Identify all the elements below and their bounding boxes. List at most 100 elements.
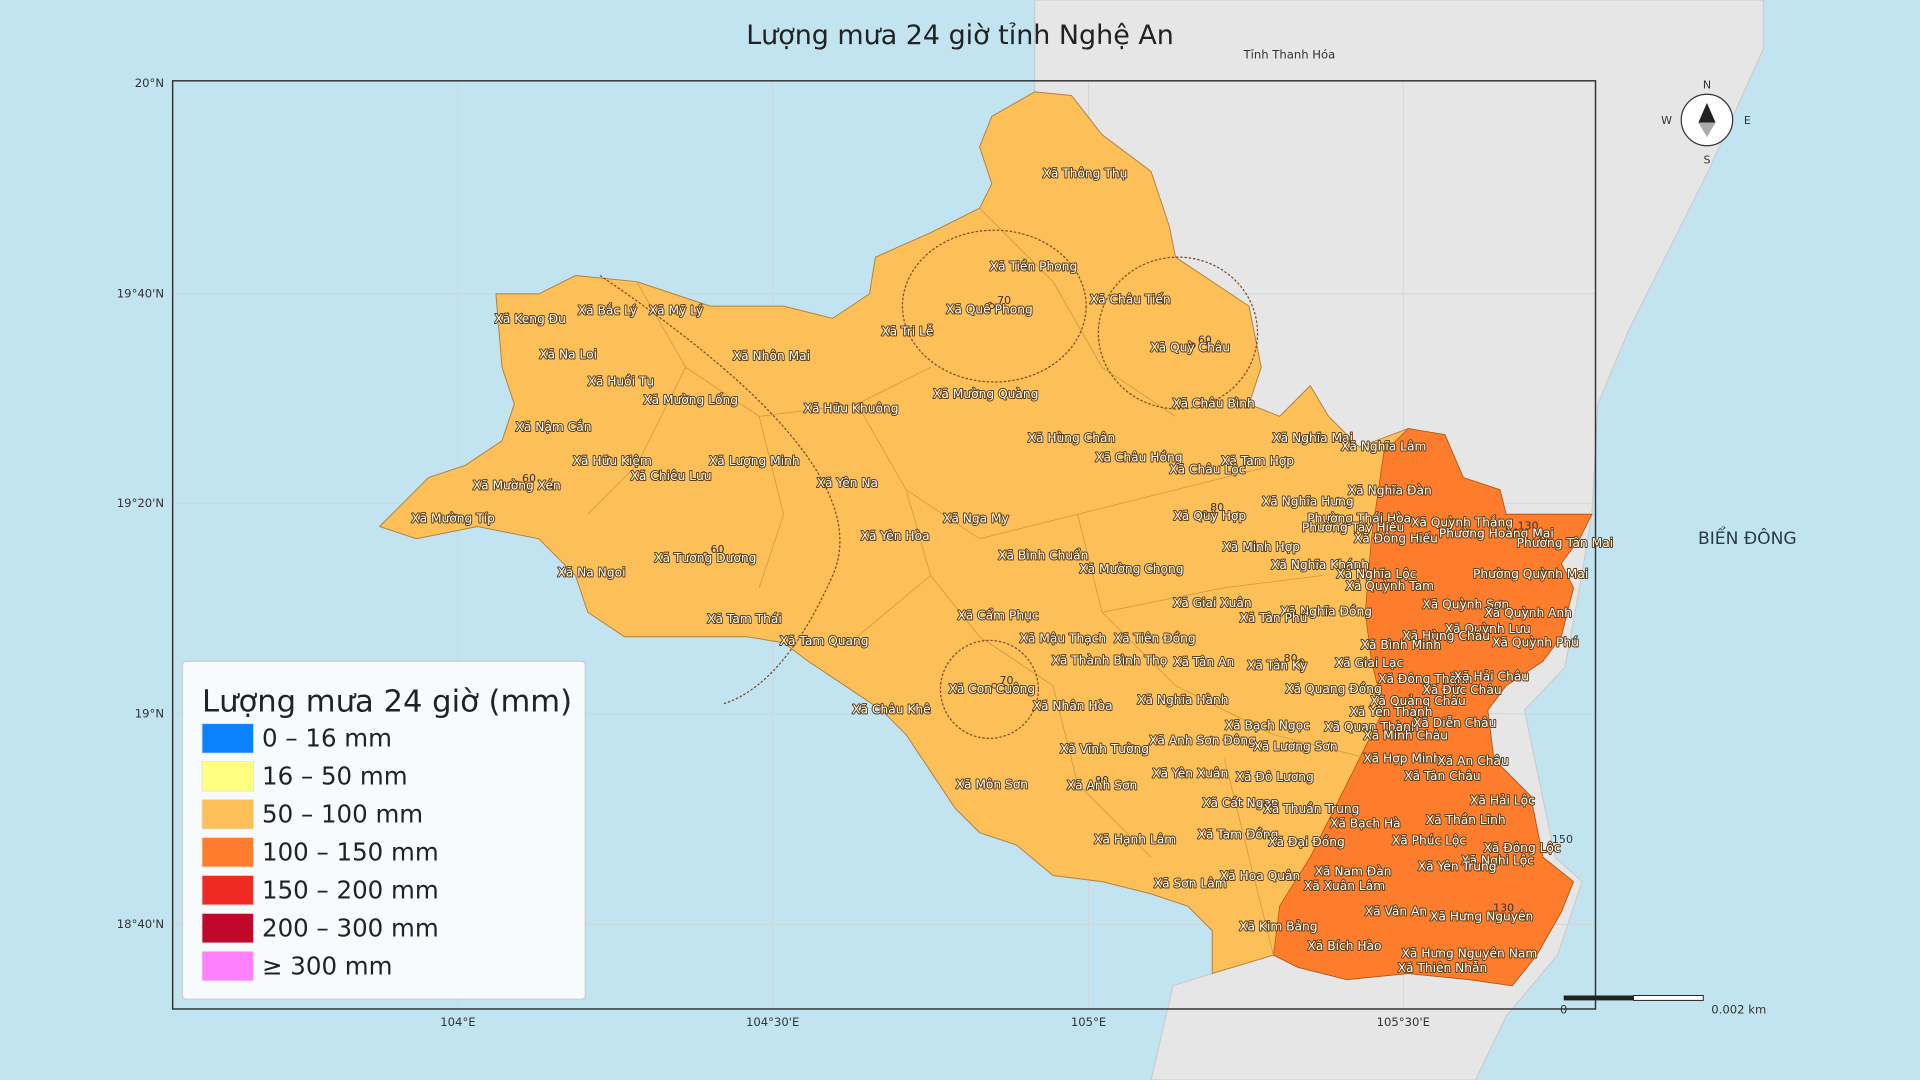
place-label: Xã Nghĩa Hưng <box>1262 495 1354 509</box>
province-rain-50-100 <box>378 91 1593 987</box>
place-label: Xã Nghĩa Lộc <box>1336 567 1416 581</box>
longitude-label: 105°30'E <box>1377 1015 1430 1029</box>
place-label: Xã Sơn Lâm <box>1154 877 1227 891</box>
place-label: Xã Giai Lạc <box>1335 656 1403 670</box>
sea-label: BIỂN ĐÔNG <box>1698 525 1797 549</box>
place-label: Xã Minh Châu <box>1363 728 1448 742</box>
place-label: Xã Đông Lộc <box>1483 841 1560 855</box>
place-label: Xã Diễn Châu <box>1413 716 1496 730</box>
isohyet-point <box>1189 342 1196 349</box>
isohyet-label: 150 <box>1552 833 1573 846</box>
isohyet-point <box>991 682 998 689</box>
place-label: Xã Quỳnh Thắng <box>1411 515 1513 529</box>
legend-swatch <box>201 723 254 754</box>
place-label: Xã Bình Chuẩn <box>998 548 1088 562</box>
legend-label: 100 – 150 mm <box>262 837 439 866</box>
place-label: Xã Quỳnh Lưu <box>1445 622 1531 636</box>
compass-w: W <box>1661 114 1672 127</box>
isohyet-label: 70 <box>997 294 1011 307</box>
place-label: Xã Tiền Phong <box>990 259 1078 273</box>
place-label: Xã Bắc Lý <box>578 304 637 318</box>
legend-swatch <box>201 913 254 944</box>
province-rain-100-150 <box>1273 428 1593 987</box>
place-label: Xã Thần Lĩnh <box>1426 813 1506 827</box>
place-label: Xã Tam Quang <box>780 634 869 648</box>
place-label: Xã Quảng Châu <box>1370 694 1466 708</box>
scale-end: 0.002 km <box>1711 1003 1766 1017</box>
place-label: Xã Vân An <box>1365 905 1427 919</box>
place-label: Xã Con Cuông <box>948 682 1035 696</box>
place-label: Xã Mường Quàng <box>933 387 1038 401</box>
place-label: Xã Thông Thụ <box>1042 166 1127 180</box>
place-label: Xã Lương Sơn <box>1253 739 1337 753</box>
isohyet-label: 60 <box>522 472 536 485</box>
legend-swatch <box>201 951 254 982</box>
place-label: Xã Anh Sơn Đông <box>1149 733 1256 747</box>
place-label: Xã Huồi Tụ <box>587 375 654 389</box>
isohyet-point <box>1275 660 1282 667</box>
place-label: Xã Mường Chọng <box>1079 562 1183 576</box>
place-label: Xã Đức Châu <box>1422 683 1501 697</box>
place-label: Xã Quỳ Châu <box>1150 340 1230 354</box>
place-label: Xã Quỳnh Anh <box>1484 606 1572 620</box>
place-label: Xã Thành Bình Thọ <box>1051 654 1167 668</box>
place-label: Xã Phúc Lộc <box>1392 834 1466 848</box>
place-label: Xã Mường Típ <box>411 512 495 526</box>
place-label: Xã Na Ngoi <box>557 566 625 580</box>
place-label: Xã Quỳnh Tam <box>1345 579 1434 593</box>
legend-box <box>181 660 586 1000</box>
place-label: Xã Tam Hợp <box>1221 454 1294 468</box>
compass-e: E <box>1744 114 1751 127</box>
place-label: Xã Quan Thành <box>1324 720 1419 734</box>
neighbor-label: Tỉnh Thanh Hóa <box>1243 48 1336 62</box>
place-label: Xã Cát Ngạn <box>1202 796 1279 810</box>
place-label: Xã Na Loi <box>539 348 597 362</box>
latitude-label: 19°20'N <box>117 496 164 510</box>
latitude-label: 20°N <box>135 76 164 90</box>
isohyet <box>1097 256 1259 410</box>
place-label: Xã Nga My <box>943 512 1009 526</box>
compass-needle <box>1698 102 1716 123</box>
place-label: Xã Hữu Kiệm <box>573 454 652 468</box>
place-label: Xã Tam Đồng <box>1197 828 1278 842</box>
place-label: Xã Quế Phong <box>946 302 1033 316</box>
place-label: Xã Nghĩa Hành <box>1137 693 1228 707</box>
place-label: Phường Tây Hiếu <box>1302 520 1404 534</box>
place-label: Xã Kim Bảng <box>1239 919 1317 933</box>
place-label: Xã Châu Tiến <box>1090 293 1171 307</box>
place-label: Xã Tân Kỳ <box>1247 659 1307 673</box>
place-label: Phường Tân Mai <box>1517 536 1613 550</box>
legend-label: 200 – 300 mm <box>262 913 439 942</box>
compass-needle <box>1698 122 1716 138</box>
place-label: Xã Cẩm Phục <box>957 608 1038 622</box>
place-label: Xã Nghi Lộc <box>1461 853 1534 867</box>
place-label: Xã Bạch Hà <box>1330 817 1401 831</box>
place-label: Xã Hùng Chân <box>1028 431 1116 445</box>
place-label: Xã Nghĩa Đàn <box>1348 484 1432 498</box>
isohyet-label: 80 <box>1284 652 1298 665</box>
place-label: Xã An Châu <box>1437 754 1508 768</box>
isohyet-label: 80 <box>1210 501 1224 514</box>
place-label: Xã Nghĩa Lâm <box>1341 439 1426 453</box>
place-label: Xã Minh Hợp <box>1222 540 1300 554</box>
place-label: Xã Hưng Nguyên <box>1430 910 1533 924</box>
place-label: Xã Tri Lễ <box>881 324 933 338</box>
legend: Lượng mưa 24 giờ (mm) 0 – 16 mm 16 – 50 m… <box>181 660 586 1000</box>
place-label: Xã Tiên Đồng <box>1114 632 1196 646</box>
place-label: Xã Tam Thái <box>707 612 782 626</box>
legend-label: 50 – 100 mm <box>262 800 423 829</box>
place-label: Xã Bích Hào <box>1307 939 1381 953</box>
isohyet-label: 60 <box>711 543 725 556</box>
place-label: Xã Hải Lộc <box>1470 793 1535 807</box>
isohyet-point <box>1488 910 1495 917</box>
place-label: Xã Xuân Lâm <box>1304 879 1385 893</box>
place-label: Xã Vĩnh Tường <box>1060 742 1149 756</box>
place-label: Xã Mậu Thạch <box>1020 632 1107 646</box>
longitude-label: 104°E <box>440 1015 475 1029</box>
isohyet <box>901 229 1087 383</box>
place-label: Xã Hạnh Lâm <box>1094 833 1176 847</box>
isohyet-point <box>1512 528 1519 535</box>
place-label: Xã Nhôn Mai <box>733 349 810 363</box>
isohyets <box>599 229 1259 739</box>
